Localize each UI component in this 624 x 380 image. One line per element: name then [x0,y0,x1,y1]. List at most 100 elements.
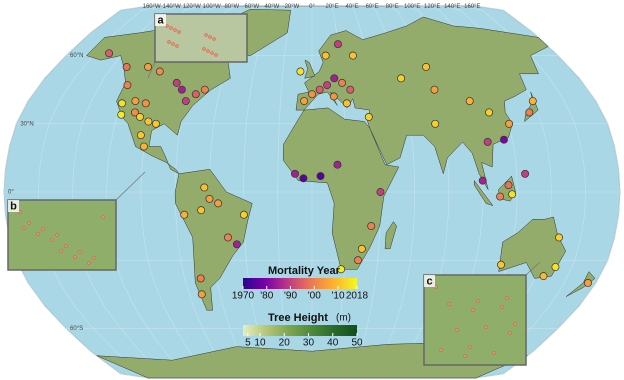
mortality-point [376,188,385,196]
mortality-point [181,97,190,106]
mortality-point [555,233,564,242]
mortality-point [338,78,347,87]
mortality-point [496,192,504,201]
mortality-point [525,108,534,117]
mortality-point [122,62,131,71]
lon-label: 40°E [346,4,359,10]
mortality-point [197,290,206,299]
inset-dot [87,261,91,265]
inset-dot [206,49,210,53]
mortality-point [334,40,342,49]
mortality-point [105,49,114,58]
inset-dot [64,244,68,248]
mortality-point [214,199,223,208]
lat-label: 30°N [20,121,33,127]
lat-label: 60°N [70,53,83,59]
mortality-point [117,110,126,119]
inset-box [423,274,527,366]
mortality-point [321,51,330,60]
mortality-point [346,85,355,94]
mortality-point [123,81,132,90]
mortality-point [136,131,145,140]
colorbar-label: '10 [331,291,344,302]
inset-dot [463,354,467,358]
inset-dot [492,351,496,355]
lon-label: 80°E [386,4,399,10]
mortality-point [551,263,560,271]
mortality-point [130,108,139,117]
lon-label: 60°E [366,4,379,10]
mortality-point [141,99,150,108]
mortality-point [422,62,431,71]
mortality-point [528,97,537,106]
colorbar-label: 20 [279,338,291,349]
lon-label: 100°E [404,4,420,10]
mortality-point [155,67,164,76]
mortality-point [521,169,530,178]
mortality-point [397,74,406,83]
inset-dot [214,53,218,57]
inset-dot [78,250,82,254]
lon-label: 120°W [183,4,201,10]
inset-dot [447,302,451,306]
mortality-point [349,51,357,60]
mortality-point [430,85,439,94]
inset-dot [508,331,512,335]
colorbar-label: 30 [303,338,315,349]
colorbar-label: 5 [245,338,251,349]
inset-dot [169,26,173,30]
inset-dot [41,227,45,231]
inset-dot [36,232,40,236]
mortality-point [504,181,513,190]
land [498,216,566,279]
colorbar-label: '00 [308,291,321,302]
lon-label: 140°W [163,4,181,10]
land [565,271,596,297]
mortality-point [364,113,373,121]
mortality-point [136,113,144,121]
inset-dot [468,345,472,349]
mortality-point [139,142,148,151]
mortality-point [232,240,241,249]
mortality-point [296,67,305,76]
lon-label: 20°W [285,4,300,10]
mortality-point [144,117,153,126]
inset-letter: c [426,275,432,287]
mortality-point [431,119,440,128]
inset-box [7,199,117,271]
inset-dot [476,299,480,303]
inset-dot [439,348,443,352]
mortality-point [367,222,376,231]
mortality-point [330,74,339,83]
colorbar [243,278,357,289]
inset-dot [500,305,504,309]
mortality-point [315,85,324,94]
inset-dot [167,40,171,44]
inset-dot [505,296,509,300]
mortality-point [316,172,325,181]
lon-label: 60°W [244,4,259,10]
inset-dot [177,30,181,34]
colorbar-label: '90 [284,291,297,302]
mortality-point [172,78,181,87]
inset-dot [175,44,179,48]
mortality-point [205,194,214,203]
mortality-point [478,176,487,185]
lat-label: 0° [8,190,14,196]
inset-dot [173,28,177,32]
mortality-point [200,183,209,192]
colorbar-label: 50 [351,338,363,349]
land [295,16,549,190]
mortality-point [239,210,248,219]
mortality-point [539,272,548,281]
inset-dot [171,42,175,46]
mortality-point [584,278,592,287]
land [473,179,494,207]
colorbar [243,325,357,336]
lon-label: 160°W [143,4,161,10]
mortality-point [329,92,338,101]
lon-label: 140°E [444,4,460,10]
lon-label: 0° [309,4,315,10]
inset-dot [50,238,54,242]
